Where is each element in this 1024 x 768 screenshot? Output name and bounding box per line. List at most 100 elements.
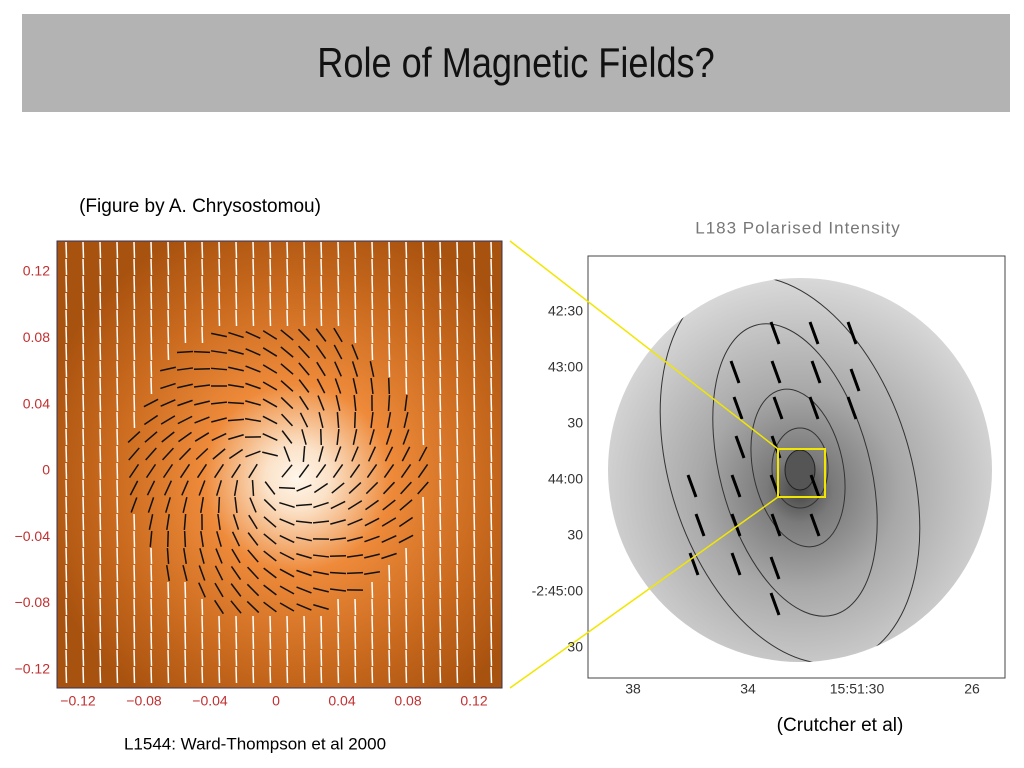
vector: [351, 361, 359, 377]
vector: [456, 394, 459, 412]
vector: [217, 496, 221, 514]
vector: [128, 463, 140, 479]
vector: [490, 666, 493, 684]
vector: [473, 241, 476, 259]
vector: [347, 518, 363, 526]
vector: [116, 394, 119, 412]
vector: [99, 275, 102, 293]
vector: [337, 598, 340, 616]
vector: [269, 275, 272, 293]
vector: [167, 581, 170, 599]
vector: [263, 516, 277, 528]
vector: [490, 275, 493, 293]
vector: [211, 332, 227, 338]
vector: [82, 258, 85, 276]
vector: [286, 241, 289, 259]
vector: [303, 241, 306, 259]
vector: [99, 377, 102, 395]
vector: [128, 447, 140, 461]
vector: [218, 632, 221, 650]
vector: [183, 547, 187, 565]
vector: [116, 547, 119, 565]
vector: [99, 564, 102, 582]
vector: [490, 241, 493, 259]
vector: [235, 632, 238, 650]
y-tick-label: 30: [567, 527, 583, 543]
vector: [184, 258, 187, 276]
vector: [456, 666, 459, 684]
vector: [439, 564, 442, 582]
vector: [198, 565, 206, 581]
vector: [329, 537, 347, 541]
vector: [116, 462, 119, 480]
vector: [150, 343, 153, 361]
vector: [228, 366, 244, 372]
vector: [473, 666, 476, 684]
vector: [280, 363, 294, 375]
x-tick-label: 0.08: [394, 693, 421, 709]
vector: [201, 275, 204, 293]
vector: [145, 463, 157, 479]
vector: [82, 411, 85, 429]
vector: [99, 241, 102, 259]
vector: [490, 632, 493, 650]
vector: [218, 309, 221, 327]
vector: [388, 292, 391, 310]
vector: [772, 396, 784, 420]
vector: [364, 535, 380, 543]
vector: [388, 309, 391, 327]
vector: [331, 482, 345, 494]
vector: [176, 350, 194, 354]
vector: [201, 309, 204, 327]
vector: [99, 496, 102, 514]
vector: [439, 496, 442, 514]
vector: [320, 632, 323, 650]
vector: [422, 411, 425, 429]
vector: [116, 411, 119, 429]
vector: [210, 367, 228, 371]
vector: [303, 615, 306, 633]
vector: [184, 581, 187, 599]
vector: [279, 534, 295, 544]
vector: [769, 321, 781, 345]
vector: [371, 615, 374, 633]
vector: [490, 411, 493, 429]
vector: [181, 480, 189, 496]
vector: [252, 309, 255, 327]
y-tick-label: 0.04: [23, 395, 50, 411]
vector: [473, 343, 476, 361]
vector: [262, 381, 278, 391]
vector: [456, 258, 459, 276]
vector: [388, 581, 391, 599]
vector: [334, 361, 342, 377]
vector: [295, 503, 313, 507]
vector: [184, 275, 187, 293]
vector: [184, 292, 187, 310]
vector: [167, 275, 170, 293]
vector: [148, 514, 154, 530]
vector: [770, 360, 782, 384]
vector: [298, 379, 310, 393]
vector: [439, 632, 442, 650]
vector: [346, 554, 364, 558]
vector: [473, 445, 476, 463]
vector: [269, 241, 272, 259]
vector: [177, 399, 193, 407]
y-tick-label: 30: [567, 639, 583, 655]
vector: [732, 396, 744, 420]
vector: [167, 343, 170, 361]
vector: [490, 649, 493, 667]
intensity-map: [608, 278, 992, 662]
vector: [82, 615, 85, 633]
vector: [405, 326, 408, 344]
vector: [354, 292, 357, 310]
vector: [473, 496, 476, 514]
vector: [149, 530, 153, 548]
vector: [245, 348, 261, 356]
vector: [439, 326, 442, 344]
vector: [351, 344, 359, 360]
vector: [296, 569, 312, 577]
vector: [366, 464, 378, 478]
vector: [473, 462, 476, 480]
vector: [769, 556, 781, 580]
